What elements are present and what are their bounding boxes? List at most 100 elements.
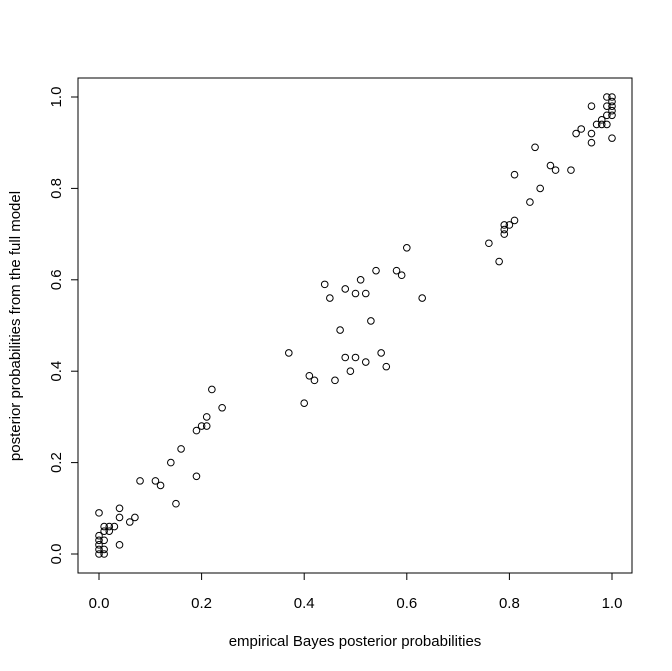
data-point bbox=[136, 477, 144, 485]
data-point bbox=[356, 276, 365, 284]
data-point bbox=[310, 376, 319, 385]
y-axis: 0.0 0.2 0.4 0.6 0.8 1.0 bbox=[48, 87, 79, 565]
data-point bbox=[95, 541, 103, 549]
data-point bbox=[100, 536, 108, 545]
data-point bbox=[392, 266, 401, 275]
data-point bbox=[397, 271, 406, 280]
data-point bbox=[95, 509, 103, 517]
data-point bbox=[485, 239, 493, 248]
data-point bbox=[110, 522, 119, 531]
data-point bbox=[603, 120, 611, 129]
data-point bbox=[202, 422, 211, 430]
x-tick-label: 0.0 bbox=[89, 595, 110, 612]
data-point bbox=[197, 422, 206, 430]
data-point bbox=[192, 472, 201, 481]
data-point bbox=[372, 266, 380, 275]
data-point bbox=[510, 216, 519, 225]
data-point bbox=[597, 116, 606, 124]
data-point bbox=[100, 522, 108, 531]
data-point bbox=[131, 513, 139, 522]
data-point bbox=[500, 221, 509, 229]
data-point bbox=[326, 294, 334, 302]
data-point bbox=[346, 367, 355, 376]
data-point bbox=[603, 93, 611, 101]
data-point bbox=[608, 134, 616, 142]
data-point bbox=[172, 499, 180, 508]
y-tick-label: 0.2 bbox=[48, 452, 65, 473]
data-point bbox=[115, 504, 124, 513]
x-tick-label: 0.4 bbox=[294, 595, 315, 612]
data-point bbox=[551, 166, 560, 174]
data-point bbox=[125, 518, 134, 526]
data-point bbox=[305, 371, 314, 380]
data-point bbox=[115, 513, 124, 522]
data-point bbox=[608, 97, 616, 106]
data-point bbox=[592, 120, 601, 129]
data-point bbox=[105, 527, 114, 535]
data-point bbox=[351, 353, 360, 362]
data-point bbox=[608, 102, 616, 110]
y-tick-label: 0.0 bbox=[48, 544, 65, 565]
data-point bbox=[202, 413, 211, 421]
data-point bbox=[341, 353, 350, 362]
data-point bbox=[361, 358, 370, 366]
data-point bbox=[95, 531, 103, 540]
data-point bbox=[597, 120, 606, 129]
data-point bbox=[587, 129, 596, 138]
data-point bbox=[526, 198, 534, 206]
data-point bbox=[218, 403, 226, 412]
data-point bbox=[341, 285, 350, 293]
data-point bbox=[351, 289, 360, 298]
x-tick-label: 0.2 bbox=[191, 595, 212, 612]
data-point bbox=[285, 349, 293, 357]
data-point bbox=[156, 481, 165, 490]
data-point bbox=[531, 143, 539, 152]
data-point bbox=[100, 550, 108, 558]
data-point bbox=[603, 111, 611, 120]
data-point bbox=[567, 166, 575, 174]
data-point bbox=[100, 527, 108, 535]
data-point bbox=[608, 111, 616, 120]
data-point bbox=[95, 536, 103, 545]
x-tick-label: 1.0 bbox=[602, 595, 623, 612]
data-point bbox=[382, 362, 391, 371]
data-point bbox=[361, 289, 370, 298]
data-point bbox=[377, 349, 385, 357]
x-tick-label: 0.6 bbox=[396, 595, 417, 612]
y-tick-label: 0.4 bbox=[48, 361, 65, 382]
x-tick-label: 0.8 bbox=[499, 595, 520, 612]
data-point bbox=[367, 317, 375, 325]
y-tick-label: 0.6 bbox=[48, 269, 65, 290]
data-point bbox=[95, 545, 103, 554]
data-point bbox=[208, 385, 216, 394]
data-point bbox=[105, 522, 114, 531]
data-point bbox=[177, 445, 185, 453]
data-point bbox=[505, 221, 514, 229]
data-point bbox=[572, 129, 580, 138]
data-point bbox=[608, 93, 616, 101]
x-axis-label: empirical Bayes posterior probabilities bbox=[229, 633, 482, 650]
data-point bbox=[536, 184, 544, 193]
data-point bbox=[546, 161, 555, 170]
x-axis: 0.0 0.2 0.4 0.6 0.8 1.0 bbox=[89, 572, 623, 612]
data-point bbox=[192, 426, 201, 435]
data-point bbox=[587, 102, 596, 110]
data-point bbox=[577, 125, 586, 133]
data-point bbox=[603, 102, 611, 110]
data-points bbox=[95, 93, 616, 558]
data-point bbox=[403, 244, 411, 252]
data-point bbox=[500, 225, 509, 234]
data-point bbox=[95, 550, 103, 558]
data-point bbox=[320, 280, 329, 289]
y-tick-label: 1.0 bbox=[48, 87, 65, 108]
y-tick-label: 0.8 bbox=[48, 178, 65, 199]
data-point bbox=[510, 170, 519, 179]
data-point bbox=[608, 106, 616, 115]
data-point bbox=[500, 230, 509, 238]
data-point bbox=[115, 541, 124, 549]
data-point bbox=[418, 294, 426, 302]
y-axis-label: posterior probabilities from the full mo… bbox=[7, 191, 24, 461]
plot-frame bbox=[77, 77, 633, 574]
data-point bbox=[587, 138, 596, 147]
